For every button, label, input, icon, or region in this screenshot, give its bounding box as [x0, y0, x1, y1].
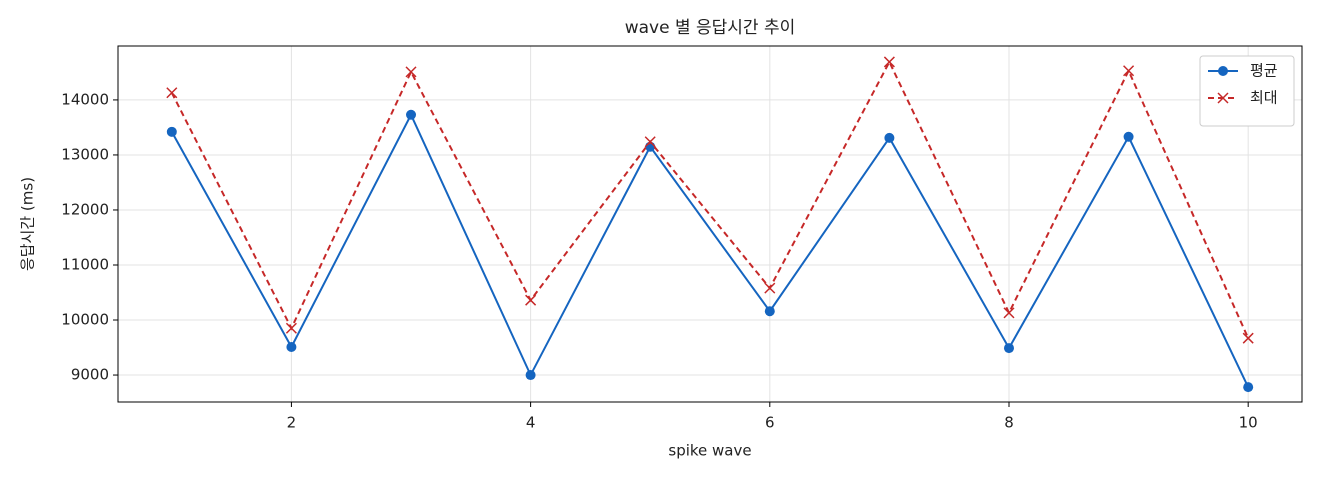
marker: [644, 136, 656, 148]
marker: [525, 294, 537, 306]
x-tick-label: 6: [765, 414, 775, 432]
marker: [764, 306, 775, 317]
marker: [166, 126, 177, 137]
legend-marker: [1218, 66, 1228, 76]
marker: [1003, 343, 1014, 354]
marker: [1123, 131, 1134, 142]
chart-title: wave 별 응답시간 추이: [625, 18, 796, 38]
y-tick-label: 13000: [61, 145, 109, 163]
x-axis-label: spike wave: [668, 442, 751, 460]
marker: [1123, 65, 1135, 77]
plot: [166, 56, 1254, 393]
marker: [883, 56, 895, 68]
marker: [1243, 382, 1254, 393]
legend-label: 평균: [1250, 62, 1278, 80]
plot-frame: [117, 45, 1303, 403]
y-tick-label: 9000: [71, 366, 109, 384]
marker: [1003, 307, 1015, 319]
x-tick-label: 4: [526, 414, 536, 432]
marker: [405, 66, 417, 78]
y-axis-label: 응답시간 (ms): [19, 177, 37, 271]
x-tick-label: 10: [1239, 414, 1258, 432]
marker: [525, 370, 536, 381]
legend-label: 최대: [1250, 89, 1278, 107]
marker: [764, 282, 776, 294]
marker: [406, 109, 417, 120]
y-tick-label: 12000: [61, 200, 109, 218]
marker: [286, 341, 297, 352]
x-tick-label: 8: [1004, 414, 1014, 432]
y-tick-label: 11000: [61, 255, 109, 273]
marker: [884, 132, 895, 143]
series-line: [170, 112, 1250, 388]
marker: [166, 87, 178, 99]
marker: [285, 322, 297, 334]
x-tick-label: 2: [287, 414, 297, 432]
legend-marker: [1217, 92, 1229, 104]
y-tick-label: 10000: [61, 311, 109, 329]
legend-box: [1199, 55, 1295, 127]
series-line: [170, 59, 1250, 339]
y-tick-label: 14000: [61, 90, 109, 108]
marker: [1242, 332, 1254, 344]
